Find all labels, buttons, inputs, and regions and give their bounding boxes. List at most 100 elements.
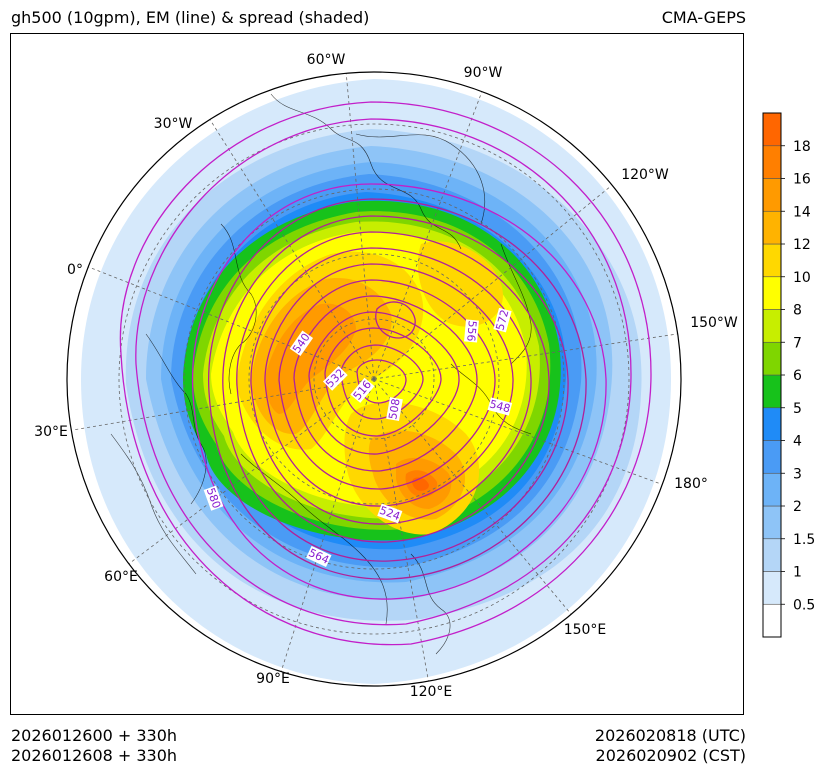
coastline-east-asia bbox=[410, 553, 451, 655]
contour-line bbox=[324, 327, 442, 437]
colorbar-tick-label: 1.5 bbox=[793, 532, 815, 548]
colorbar-box bbox=[762, 145, 782, 179]
colorbar: 0.5 1 1.5 2 3 4 5 6 7 8 10 12 14 16 18 bbox=[762, 112, 815, 638]
spread-band-13a bbox=[265, 303, 356, 414]
colorbar-tick-label: 10 bbox=[793, 270, 811, 286]
contour-label-572: 572 bbox=[493, 308, 511, 332]
coastline-arctic-canada bbox=[355, 133, 485, 225]
colorbar-tick-label: 3 bbox=[793, 466, 802, 482]
colorbar-tick-label: 14 bbox=[793, 204, 811, 220]
colorbar-tick-label: 0.5 bbox=[793, 597, 815, 613]
colorbar-box bbox=[762, 505, 782, 540]
contour-line bbox=[340, 344, 424, 420]
colorbar-box bbox=[762, 341, 782, 376]
meridian-line bbox=[72, 378, 375, 431]
colorbar-tick-label: 2 bbox=[793, 499, 802, 515]
colorbar-box bbox=[762, 309, 782, 343]
contour-label-bg bbox=[350, 377, 375, 403]
contour-line bbox=[264, 263, 514, 507]
contour-label-bg bbox=[289, 330, 314, 357]
colorbar-tick-label: 8 bbox=[793, 303, 802, 319]
contour-line bbox=[375, 301, 416, 339]
longitude-labels: 60°W 90°W 30°W 120°W 0° 150°W 30°E 180° … bbox=[34, 52, 738, 700]
contour-label-508: 508 bbox=[386, 398, 402, 421]
lon-label-60e: 60°E bbox=[104, 569, 138, 585]
polar-map: 540 532 516 508 556 572 548 524 580 564 bbox=[34, 52, 738, 700]
meridian-line bbox=[373, 378, 430, 685]
colorbar-box bbox=[762, 112, 782, 147]
colorbar-box bbox=[762, 603, 782, 638]
map-frame: 540 532 516 508 556 572 548 524 580 564 bbox=[10, 33, 744, 715]
contour-line bbox=[250, 247, 532, 525]
valid-time-utc: 2026020818 (UTC) bbox=[594, 726, 746, 745]
valid-time-cst: 2026020902 (CST) bbox=[595, 746, 746, 765]
latitude-circle bbox=[248, 253, 500, 505]
coastline-europe bbox=[145, 333, 207, 505]
lon-label-120w: 120°W bbox=[621, 167, 669, 183]
colorbar-box bbox=[762, 374, 782, 409]
contour-label-bg bbox=[306, 545, 332, 567]
lon-label-150e: 150°E bbox=[564, 622, 607, 638]
lon-label-150w: 150°W bbox=[690, 315, 738, 331]
colorbar-tick-label: 6 bbox=[793, 368, 802, 384]
contour-label-bg bbox=[386, 397, 403, 422]
contour-line bbox=[356, 359, 407, 404]
latitude-circle bbox=[118, 123, 630, 635]
lon-label-30w: 30°W bbox=[154, 116, 193, 132]
colorbar-box bbox=[762, 407, 782, 441]
colorbar-tick-label: 7 bbox=[793, 335, 802, 351]
colorbar-tick-labels: 0.5 1 1.5 2 3 4 5 6 7 8 10 12 14 16 18 bbox=[781, 139, 815, 613]
lon-label-60w: 60°W bbox=[307, 52, 346, 68]
meridian-line bbox=[125, 378, 375, 567]
contour-line bbox=[293, 295, 478, 472]
contour-line bbox=[119, 101, 652, 646]
model-name: CMA-GEPS bbox=[661, 8, 746, 27]
coastline-africa bbox=[110, 433, 197, 575]
coastline-alaska bbox=[500, 243, 532, 365]
colorbar-tick-label: 1 bbox=[793, 565, 802, 581]
contour-label-bg bbox=[493, 307, 512, 333]
lon-label-180: 180° bbox=[674, 476, 708, 492]
colorbar-tick-label: 5 bbox=[793, 401, 802, 417]
spread-band-11c bbox=[417, 241, 503, 327]
contour-label-bg bbox=[377, 503, 403, 524]
lon-label-90w: 90°W bbox=[464, 65, 503, 81]
colorbar-box bbox=[762, 440, 782, 474]
coastline-asia-south bbox=[240, 453, 388, 625]
colorbar-tick-label: 16 bbox=[793, 172, 811, 188]
latitude-circle bbox=[183, 188, 565, 570]
init-time-cst: 2026012608 + 330h bbox=[11, 746, 178, 765]
colorbar-tick-label: 4 bbox=[793, 434, 802, 450]
ensemble-mean-contours bbox=[119, 101, 652, 646]
meridian-line bbox=[373, 185, 612, 380]
lon-label-30e: 30°E bbox=[34, 424, 68, 440]
lon-label-0: 0° bbox=[67, 262, 83, 278]
colorbar-tick-label: 18 bbox=[793, 139, 811, 155]
colorbar-box bbox=[762, 472, 782, 507]
lon-label-90e: 90°E bbox=[256, 671, 290, 687]
colorbar-box bbox=[762, 538, 782, 572]
contour-line bbox=[222, 215, 569, 562]
contour-label-bg bbox=[203, 485, 224, 511]
contour-line bbox=[208, 198, 587, 580]
contour-line bbox=[236, 231, 550, 543]
init-time-utc: 2026012600 + 330h bbox=[11, 726, 178, 745]
map-title: gh500 (10gpm), EM (line) & spread (shade… bbox=[11, 8, 370, 27]
contour-line bbox=[308, 311, 460, 455]
contour-line bbox=[135, 118, 632, 626]
contour-label-bg bbox=[322, 365, 348, 391]
colorbar-box bbox=[762, 571, 782, 605]
colorbar-box bbox=[762, 178, 782, 212]
coastline-greenland bbox=[220, 223, 257, 395]
colorbar-box bbox=[762, 243, 782, 278]
colorbar-tick-label: 12 bbox=[793, 237, 811, 253]
contour-label-bg bbox=[487, 397, 513, 416]
colorbar-box bbox=[762, 276, 782, 310]
colorbar-box bbox=[762, 210, 782, 245]
contour-label-556: 556 bbox=[464, 320, 479, 342]
contour-label-548: 548 bbox=[488, 397, 512, 415]
contour-line bbox=[191, 183, 607, 600]
colorbar-boxes bbox=[762, 112, 782, 638]
latitude-circle bbox=[313, 318, 435, 440]
contour-line bbox=[278, 279, 496, 490]
